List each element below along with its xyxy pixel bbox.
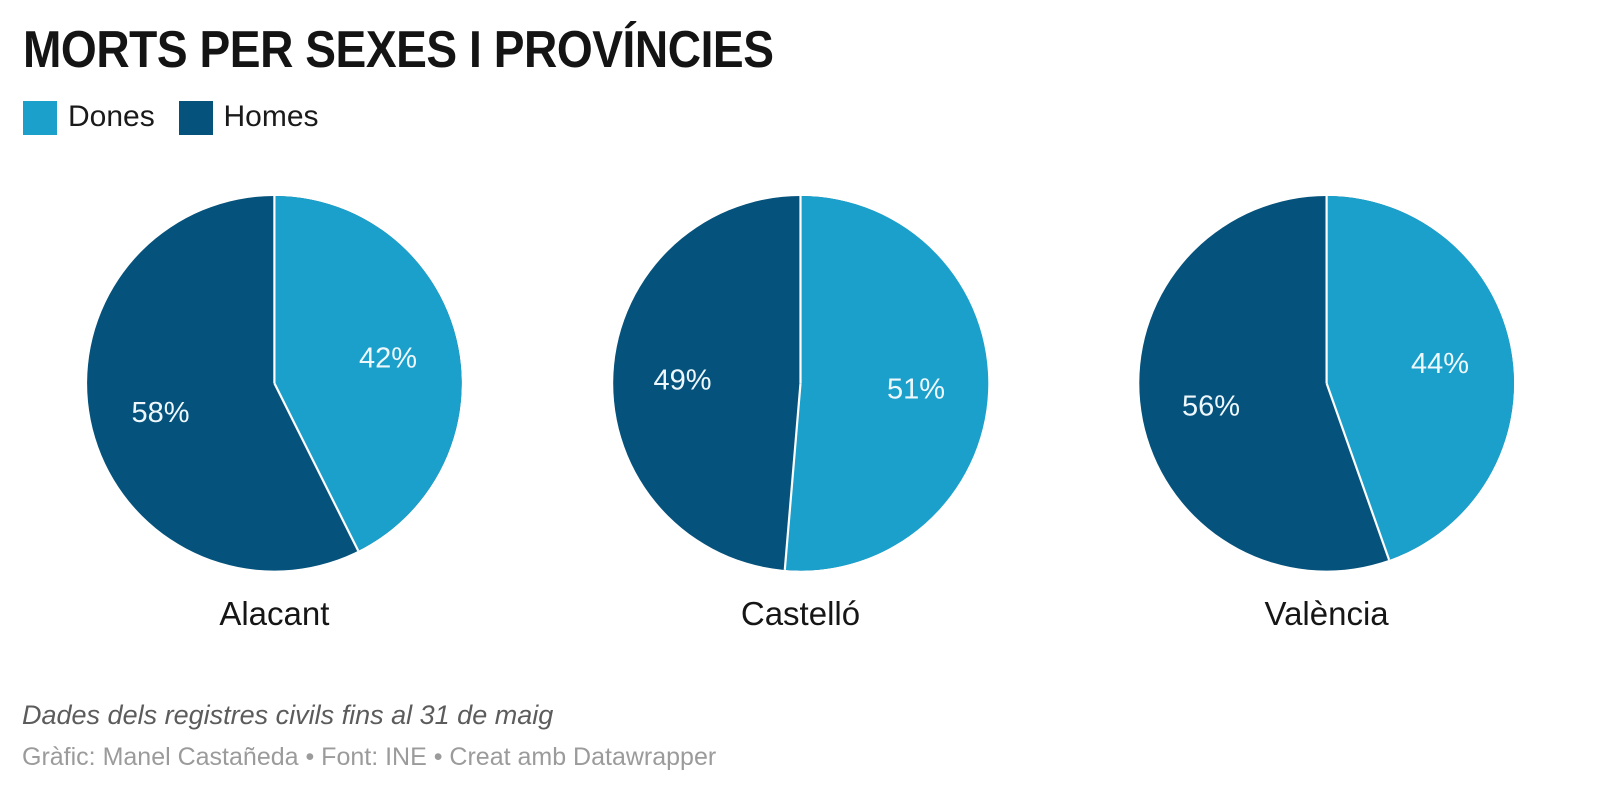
svg-text:58%: 58% <box>131 397 189 429</box>
svg-text:44%: 44% <box>1411 348 1469 380</box>
svg-text:49%: 49% <box>653 365 711 397</box>
svg-text:56%: 56% <box>1182 391 1240 423</box>
svg-text:42%: 42% <box>359 343 417 375</box>
svg-text:51%: 51% <box>887 374 945 406</box>
